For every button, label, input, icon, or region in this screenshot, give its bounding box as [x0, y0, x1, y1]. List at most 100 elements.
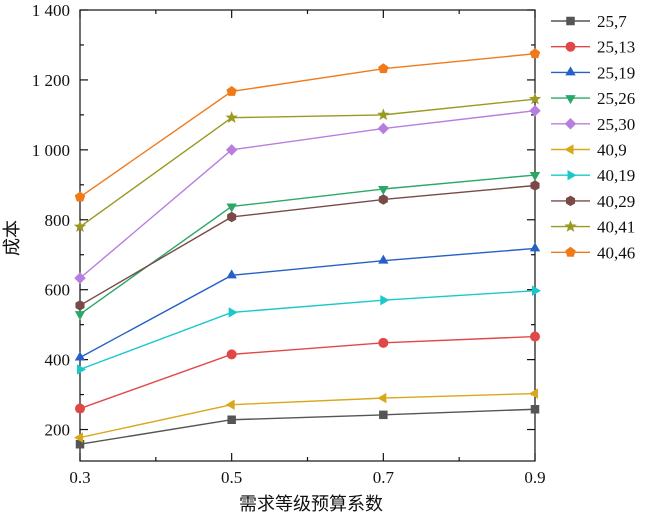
legend-label: 25,13 [597, 38, 635, 57]
data-point [378, 194, 388, 205]
data-point [74, 432, 83, 443]
series-line [79, 247, 536, 359]
legend-item: 40,46 [551, 243, 635, 262]
legend-label: 40,41 [597, 218, 635, 237]
data-point [226, 85, 237, 96]
legend-label: 25,30 [597, 115, 635, 134]
data-point [75, 403, 85, 414]
data-point [564, 144, 574, 155]
axis-ticks: 200 400 600 800 1 000 1 200 1 400 0.3 0.5 0.7 0.9 [32, 1, 546, 487]
data-point [73, 220, 87, 233]
series-line [79, 109, 536, 279]
data-point [529, 388, 538, 399]
data-point [378, 254, 389, 264]
series-40-29 [75, 180, 540, 311]
series-40-19 [77, 285, 541, 375]
data-point [377, 122, 390, 135]
data-point [378, 63, 389, 74]
data-point [226, 203, 237, 213]
data-point [565, 95, 576, 105]
series-40-46 [74, 48, 541, 202]
data-point [528, 92, 542, 105]
data-point [565, 246, 576, 257]
data-point [77, 364, 86, 375]
y-tick-label: 800 [45, 211, 71, 230]
data-point [378, 186, 389, 196]
legend-item: 40,19 [551, 166, 635, 185]
legend-item: 25,30 [551, 115, 635, 134]
x-tick-label: 0.5 [221, 468, 242, 487]
data-point [565, 195, 576, 207]
series-25-7 [75, 405, 540, 449]
data-point [530, 180, 540, 191]
series-line [79, 290, 536, 371]
data-point [565, 41, 576, 52]
legend: 25,7 25,13 25,19 25,26 25,30 40,9 40,19 40,29 40… [551, 12, 635, 262]
data-point [378, 337, 389, 348]
legend-item: 25,26 [551, 89, 635, 108]
data-point [226, 269, 237, 279]
series-25-26 [74, 172, 541, 321]
legend-label: 25,26 [597, 89, 635, 108]
data-point [567, 170, 577, 181]
data-point [225, 144, 238, 156]
series-line [79, 335, 536, 410]
y-tick-label: 400 [45, 351, 71, 370]
plot-frame [79, 9, 536, 462]
data-point [74, 272, 86, 284]
data-point [225, 111, 238, 123]
y-tick-label: 1 400 [32, 1, 70, 20]
y-axis-title: 成本 [2, 220, 22, 256]
legend-label: 25,19 [597, 63, 635, 82]
series-line [79, 408, 536, 445]
data-point [529, 172, 541, 182]
legend-item: 40,41 [551, 218, 635, 237]
series-line [79, 53, 536, 198]
data-point [377, 392, 387, 404]
series-40-9 [74, 388, 538, 443]
x-tick-label: 0.9 [524, 468, 545, 487]
data-point [564, 118, 577, 130]
series-lines [73, 48, 542, 449]
legend-label: 40,29 [597, 192, 635, 211]
x-tick-label: 0.7 [373, 468, 395, 487]
data-point [227, 211, 237, 223]
data-point [529, 48, 541, 59]
data-point [75, 439, 85, 449]
data-point [75, 300, 85, 311]
legend-item: 40,29 [551, 192, 635, 211]
data-point [530, 331, 540, 342]
series-line [79, 184, 536, 307]
legend-item: 40,9 [551, 141, 627, 160]
data-point [74, 311, 86, 321]
data-point [228, 307, 238, 318]
data-point [380, 294, 390, 306]
legend-label: 25,7 [597, 12, 627, 31]
data-point [529, 242, 541, 252]
data-point [532, 285, 541, 296]
data-point [379, 410, 388, 420]
series-line [79, 392, 536, 439]
data-point [566, 16, 575, 26]
legend-label: 40,19 [597, 166, 635, 185]
data-point [529, 104, 541, 117]
y-tick-label: 600 [45, 281, 71, 300]
legend-label: 40,46 [597, 243, 635, 262]
y-tick-label: 1 000 [32, 141, 70, 160]
data-point [564, 220, 577, 232]
series-25-30 [74, 104, 541, 284]
data-point [377, 108, 390, 121]
y-tick-label: 200 [45, 421, 71, 440]
legend-item: 25,19 [551, 63, 635, 82]
legend-item: 25,7 [551, 12, 627, 31]
legend-item: 25,13 [551, 38, 635, 57]
data-point [227, 415, 236, 424]
x-axis-title: 需求等级预算系数 [239, 494, 383, 514]
data-point [226, 349, 237, 360]
series-line [79, 98, 536, 228]
data-point [74, 191, 86, 202]
series-line [79, 174, 536, 315]
series-25-19 [74, 242, 541, 361]
data-point [565, 66, 576, 76]
